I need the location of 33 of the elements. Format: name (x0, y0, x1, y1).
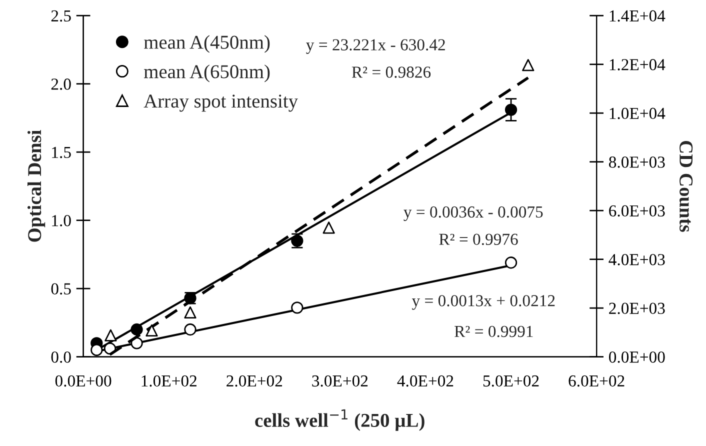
legend-label: mean A(450nm) (144, 35, 270, 53)
x-tick-label: 0.0E+00 (55, 375, 112, 387)
legend-label: mean A(650nm) (144, 64, 270, 82)
x-axis-title: cells well$^{−1}$ (250 µL) (255, 409, 424, 431)
annotation: y = 0.0036x - 0.0075 (404, 206, 543, 222)
annotation: R² = 0.9976 (439, 234, 518, 246)
y2-tick-label: 0.0E+00 (609, 352, 665, 363)
x-tick-label: 5.0E+02 (483, 375, 539, 387)
x-tick-label: 3.0E+02 (312, 375, 368, 387)
x-tick-label: 2.0E+02 (226, 375, 282, 387)
y-axis-title: Optical Densi (27, 130, 46, 242)
y2-axis-title: CD Counts (680, 140, 693, 232)
y2-tick-label: 1.2E+04 (610, 59, 666, 70)
y2-tick-label: 1.4E+04 (610, 10, 666, 22)
x-tick-label: 6.0E+02 (568, 375, 624, 387)
x-tick-label: 4.0E+02 (397, 375, 454, 387)
annotation: y = 0.0013x + 0.0212 (412, 295, 555, 310)
y-tick-label: 1.5 (52, 146, 71, 158)
y-tick-label: 2.5 (51, 10, 71, 22)
y2-tick-label: 2.0E+03 (609, 302, 665, 314)
y2-tick-label: 6.0E+03 (609, 205, 665, 217)
y2-tick-label: 1.0E+04 (610, 108, 666, 120)
x-tick-label: 1.0E+02 (142, 375, 196, 387)
annotation: y = 23.221x - 630.42 (306, 39, 445, 54)
y-tick-label: 0.0 (51, 352, 71, 363)
y-tick-label: 1.0 (52, 215, 71, 226)
y-tick-label: 0.5 (51, 283, 71, 295)
y-tick-label: 2.0 (51, 78, 71, 90)
annotation: R² = 0.9991 (454, 326, 533, 338)
annotation: R² = 0.9826 (352, 66, 431, 78)
y2-tick-label: 4.0E+03 (608, 254, 665, 266)
legend-label: Array spot intensity (144, 94, 298, 112)
y2-tick-label: 8.0E+03 (609, 156, 665, 168)
